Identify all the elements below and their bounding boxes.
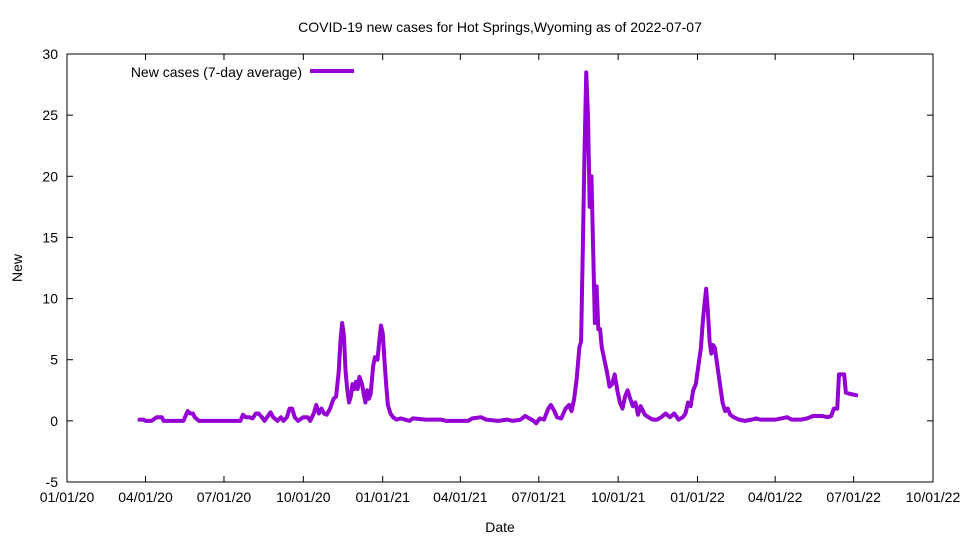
x-tick-label: 07/01/22 — [826, 489, 881, 505]
x-tick-label: 04/01/20 — [118, 489, 173, 505]
x-tick-label: 10/01/22 — [906, 489, 960, 505]
series-line — [137, 70, 859, 426]
x-tick-label: 10/01/20 — [276, 489, 331, 505]
x-axis-ticks: 01/01/20 04/01/20 07/01/20 10/01/20 01/01/21… — [40, 54, 960, 505]
x-tick-label: 04/01/22 — [748, 489, 803, 505]
legend-label: New cases (7-day average) — [131, 64, 302, 80]
x-axis-label: Date — [485, 519, 515, 535]
x-tick-label: 04/01/21 — [433, 489, 488, 505]
x-tick-label: 01/01/22 — [670, 489, 725, 505]
y-tick-label: -5 — [46, 474, 59, 490]
y-tick-label: 30 — [42, 46, 58, 62]
series-group — [137, 70, 859, 426]
chart-title: COVID-19 new cases for Hot Springs,Wyomi… — [298, 19, 702, 35]
x-tick-label: 01/01/20 — [40, 489, 95, 505]
y-tick-label: 5 — [50, 352, 58, 368]
legend: New cases (7-day average) — [131, 64, 354, 80]
y-tick-label: 0 — [50, 413, 58, 429]
y-tick-label: 15 — [42, 229, 58, 245]
x-tick-label: 10/01/21 — [591, 489, 646, 505]
y-tick-label: 25 — [42, 107, 58, 123]
x-tick-label: 01/01/21 — [355, 489, 410, 505]
y-axis-label: New — [9, 253, 25, 282]
y-tick-label: 10 — [42, 291, 58, 307]
x-tick-label: 07/01/20 — [197, 489, 252, 505]
y-axis-ticks: -5 0 5 10 15 20 25 30 — [42, 46, 933, 490]
y-tick-label: 20 — [42, 168, 58, 184]
plot-frame — [66, 53, 934, 483]
x-tick-label: 07/01/21 — [512, 489, 567, 505]
